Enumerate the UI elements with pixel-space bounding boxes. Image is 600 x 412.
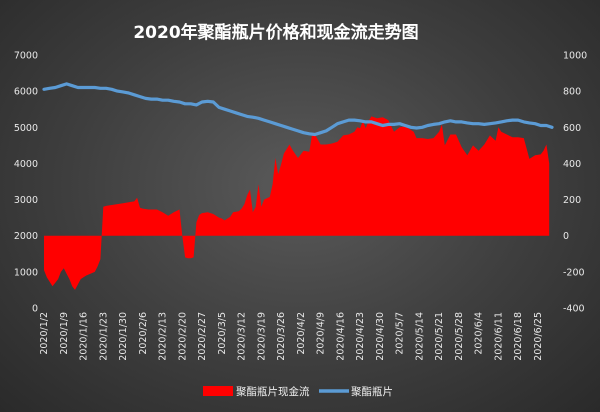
- right-tick-label: 600: [563, 123, 581, 134]
- x-tick-label: 2020/2/6: [138, 312, 149, 355]
- x-tick-label: 2020/3/26: [276, 312, 287, 361]
- x-tick-label: 2020/5/7: [395, 312, 406, 355]
- x-tick-label: 2020/2/27: [197, 312, 208, 361]
- x-tick-label: 2020/1/9: [59, 312, 70, 355]
- x-tick-label: 2020/4/9: [316, 312, 327, 355]
- right-tick-label: 400: [563, 159, 581, 170]
- right-tick-label: -400: [563, 304, 585, 315]
- price-line-group: [42, 82, 554, 137]
- x-tick-label: 2020/5/14: [414, 312, 425, 361]
- left-tick-label: 6000: [14, 87, 38, 98]
- x-axis-ticks: 2020/1/2 2020/1/9 2020/1/16 2020/1/23 2020/1…: [39, 312, 544, 361]
- legend-label-cash-flow: 聚酯瓶片现金流: [236, 385, 310, 398]
- x-tick-label: 2020/1/23: [98, 312, 109, 361]
- x-tick-label: 2020/6/11: [493, 312, 504, 361]
- right-tick-label: 1000: [563, 51, 587, 62]
- x-tick-label: 2020/5/28: [454, 312, 465, 361]
- x-tick-label: 2020/1/16: [79, 312, 90, 361]
- x-tick-label: 2020/6/18: [513, 312, 524, 361]
- right-axis-ticks: -400 -200 0 200 400 600 800 1000: [563, 51, 587, 315]
- x-tick-label: 2020/1/30: [118, 312, 129, 361]
- right-tick-label: 800: [563, 87, 581, 98]
- price-line: [42, 82, 554, 137]
- x-tick-label: 2020/6/25: [533, 312, 544, 361]
- left-tick-label: 1000: [14, 267, 38, 278]
- legend-swatch-cash-flow: [203, 386, 233, 396]
- left-tick-label: 3000: [14, 195, 38, 206]
- left-axis-ticks: 0 1000 2000 3000 4000 5000 6000 7000: [14, 51, 38, 315]
- left-tick-label: 5000: [14, 123, 38, 134]
- right-tick-label: -200: [563, 267, 585, 278]
- x-tick-label: 2020/4/23: [355, 312, 366, 361]
- cash-flow-area: [44, 116, 550, 290]
- x-tick-label: 2020/3/19: [256, 312, 267, 361]
- right-tick-label: 200: [563, 195, 581, 206]
- cash-flow-area-group: [44, 116, 550, 290]
- x-tick-label: 2020/4/30: [375, 312, 386, 361]
- left-tick-label: 4000: [14, 159, 38, 170]
- legend-label-price: 聚酯瓶片: [351, 385, 393, 398]
- chart-title: 2020年聚酯瓶片价格和现金流走势图: [133, 22, 418, 43]
- left-tick-label: 0: [32, 304, 38, 315]
- x-tick-label: 2020/2/13: [158, 312, 169, 361]
- x-tick-label: 2020/2/20: [177, 312, 188, 361]
- x-tick-label: 2020/5/21: [434, 312, 445, 361]
- x-tick-label: 2020/6/4: [474, 312, 485, 355]
- left-tick-label: 7000: [14, 51, 38, 62]
- x-tick-label: 2020/4/16: [335, 312, 346, 361]
- left-tick-label: 2000: [14, 231, 38, 242]
- x-tick-label: 2020/3/12: [237, 312, 248, 361]
- x-tick-label: 2020/3/5: [217, 312, 228, 355]
- legend: 聚酯瓶片现金流 聚酯瓶片: [203, 385, 393, 398]
- right-tick-label: 0: [563, 231, 569, 242]
- x-tick-label: 2020/1/2: [39, 312, 50, 355]
- x-tick-label: 2020/4/2: [296, 312, 307, 355]
